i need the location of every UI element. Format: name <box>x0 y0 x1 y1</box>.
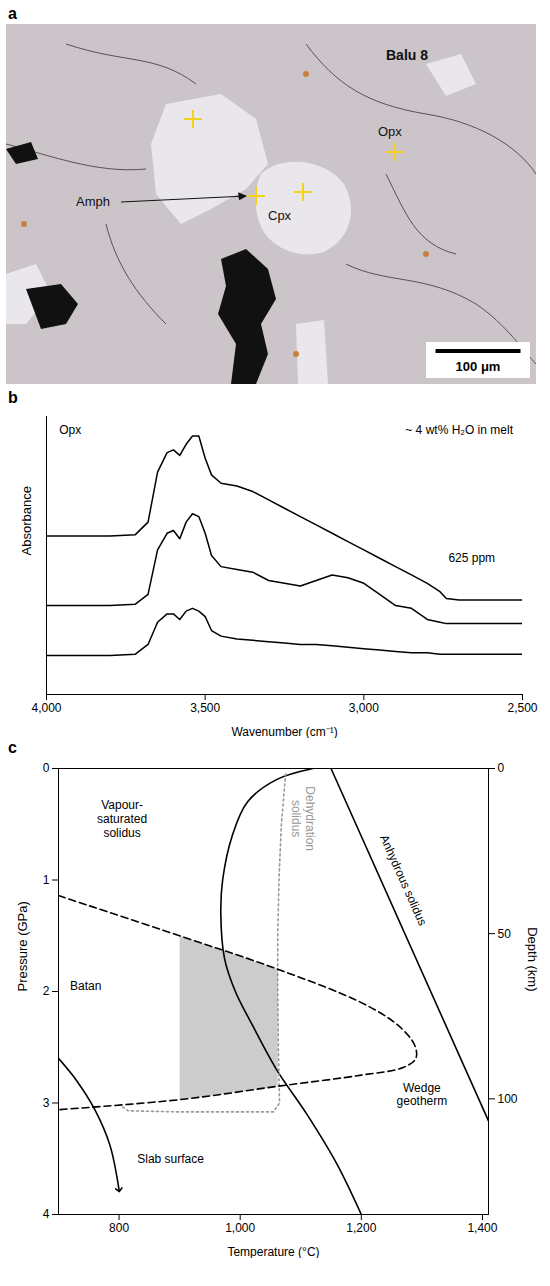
svg-text:Wavenumber (cm⁻¹): Wavenumber (cm⁻¹) <box>231 725 337 739</box>
svg-text:4,000: 4,000 <box>31 701 61 715</box>
svg-text:50: 50 <box>498 927 512 941</box>
svg-text:Opx: Opx <box>59 423 81 437</box>
svg-text:Depth (km): Depth (km) <box>525 927 540 991</box>
svg-text:Absorbance: Absorbance <box>19 486 34 555</box>
svg-text:Batan: Batan <box>70 979 101 993</box>
svg-text:2,500: 2,500 <box>507 701 537 715</box>
svg-text:Pressure (GPa): Pressure (GPa) <box>15 901 30 991</box>
html-text:c: c <box>8 739 17 756</box>
svg-text:Wedgegeotherm: Wedgegeotherm <box>397 1081 448 1109</box>
svg-text:Slab surface: Slab surface <box>137 1152 204 1166</box>
svg-text:Anhydrous solidus: Anhydrous solidus <box>377 833 430 928</box>
svg-text:3: 3 <box>43 1096 50 1110</box>
html-text:a: a <box>8 5 17 22</box>
svg-text:Temperature (°C): Temperature (°C) <box>227 1245 319 1259</box>
svg-text:1: 1 <box>43 873 50 887</box>
svg-text:2: 2 <box>43 984 50 998</box>
svg-text:Balu 8: Balu 8 <box>386 47 428 63</box>
svg-text:Vapour-saturatedsolidus: Vapour-saturatedsolidus <box>97 798 147 840</box>
svg-text:1,400: 1,400 <box>467 1221 497 1235</box>
svg-text:Amph: Amph <box>76 194 110 209</box>
svg-text:Opx: Opx <box>378 124 402 139</box>
svg-text:Cpx: Cpx <box>268 208 292 223</box>
svg-text:0: 0 <box>43 761 50 775</box>
svg-text:100: 100 <box>498 1092 518 1106</box>
html-text:b: b <box>8 389 18 406</box>
svg-text:0: 0 <box>498 761 505 775</box>
svg-text:4: 4 <box>43 1207 50 1221</box>
svg-text:625 ppm: 625 ppm <box>448 551 495 565</box>
svg-text:~ 4 wt% H₂O in melt: ~ 4 wt% H₂O in melt <box>405 423 513 437</box>
svg-text:Dehydrationsolidus: Dehydrationsolidus <box>289 786 317 851</box>
svg-text:3,500: 3,500 <box>190 701 220 715</box>
svg-text:100 μm: 100 μm <box>456 359 501 374</box>
svg-text:800: 800 <box>109 1221 129 1235</box>
svg-text:3,000: 3,000 <box>349 701 379 715</box>
svg-text:1,200: 1,200 <box>346 1221 376 1235</box>
svg-text:1,000: 1,000 <box>225 1221 255 1235</box>
